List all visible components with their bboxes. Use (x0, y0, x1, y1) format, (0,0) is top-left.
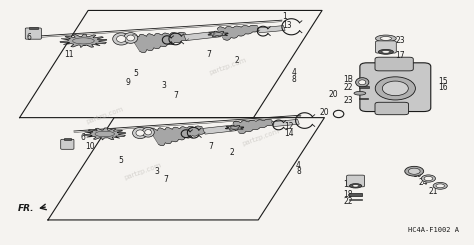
Ellipse shape (113, 33, 130, 45)
Bar (29, 27, 37, 29)
Ellipse shape (383, 81, 408, 96)
Bar (349, 198, 362, 200)
Ellipse shape (424, 176, 433, 181)
Text: 7: 7 (206, 50, 211, 59)
Text: partzp.com: partzp.com (123, 162, 162, 181)
Text: 23: 23 (395, 37, 405, 45)
Ellipse shape (405, 166, 424, 176)
Ellipse shape (375, 35, 396, 42)
Polygon shape (257, 25, 285, 33)
Text: 7: 7 (173, 91, 178, 100)
Ellipse shape (378, 49, 393, 54)
Text: 14: 14 (284, 129, 294, 138)
Text: 10: 10 (81, 39, 91, 48)
Ellipse shape (349, 184, 362, 188)
Ellipse shape (359, 80, 366, 85)
Text: 22: 22 (343, 197, 353, 206)
Bar (64, 138, 71, 140)
Polygon shape (131, 32, 189, 53)
Ellipse shape (375, 77, 415, 100)
Text: 17: 17 (343, 180, 353, 189)
Text: 11: 11 (64, 50, 74, 59)
Ellipse shape (380, 37, 392, 40)
Polygon shape (208, 31, 228, 37)
Ellipse shape (433, 183, 447, 189)
Text: 12: 12 (284, 122, 294, 131)
Text: partzp.com: partzp.com (208, 57, 247, 76)
Polygon shape (272, 119, 299, 127)
Text: HC4A-F1002 A: HC4A-F1002 A (408, 227, 459, 233)
Polygon shape (233, 119, 274, 134)
Polygon shape (225, 125, 244, 131)
Text: 8: 8 (296, 167, 301, 176)
Text: 16: 16 (438, 83, 447, 92)
Ellipse shape (136, 130, 144, 136)
Polygon shape (217, 25, 260, 40)
Text: 7: 7 (209, 142, 213, 151)
Text: partzp.com: partzp.com (85, 106, 124, 125)
Text: 17: 17 (395, 51, 405, 60)
Text: 13: 13 (282, 21, 292, 30)
Bar (359, 98, 368, 99)
Text: 18: 18 (343, 190, 353, 199)
Text: 21: 21 (428, 187, 438, 196)
Text: 23: 23 (343, 96, 353, 105)
Ellipse shape (145, 130, 152, 135)
Ellipse shape (124, 33, 138, 43)
Ellipse shape (142, 127, 155, 137)
FancyBboxPatch shape (375, 41, 396, 53)
Text: 5: 5 (119, 156, 124, 165)
FancyBboxPatch shape (375, 102, 409, 115)
Ellipse shape (127, 35, 135, 41)
Text: 1B: 1B (343, 75, 353, 84)
Text: 1: 1 (282, 12, 287, 21)
Ellipse shape (356, 78, 369, 87)
Polygon shape (184, 31, 219, 41)
Polygon shape (203, 125, 236, 134)
Ellipse shape (408, 168, 420, 174)
Ellipse shape (133, 127, 148, 139)
Bar (359, 86, 369, 88)
Text: 6: 6 (81, 133, 86, 142)
Text: 10: 10 (86, 142, 95, 151)
Text: 4: 4 (296, 161, 301, 170)
Text: 15: 15 (438, 77, 447, 86)
Ellipse shape (352, 185, 359, 187)
Ellipse shape (117, 36, 126, 42)
Polygon shape (150, 126, 205, 146)
Ellipse shape (436, 184, 445, 188)
Text: partzp.com: partzp.com (241, 128, 280, 147)
Bar (349, 193, 362, 196)
FancyBboxPatch shape (25, 28, 41, 39)
Text: 5: 5 (133, 69, 138, 78)
Text: 19: 19 (412, 170, 421, 179)
Text: 24: 24 (419, 178, 428, 187)
Text: 20: 20 (319, 108, 329, 117)
FancyBboxPatch shape (375, 57, 413, 71)
FancyBboxPatch shape (360, 63, 431, 111)
Text: 4: 4 (292, 68, 296, 77)
Text: 8: 8 (292, 75, 296, 84)
Text: 2: 2 (230, 148, 235, 158)
Text: 7: 7 (164, 175, 169, 184)
Text: FR.: FR. (18, 204, 35, 213)
Text: 22: 22 (343, 83, 353, 92)
Text: 6: 6 (27, 33, 31, 42)
Text: 20: 20 (329, 90, 338, 99)
Polygon shape (83, 128, 126, 140)
Text: 2: 2 (235, 56, 239, 65)
FancyBboxPatch shape (346, 175, 365, 187)
Text: 3: 3 (154, 167, 159, 176)
Text: 9: 9 (126, 78, 131, 87)
Text: 3: 3 (161, 81, 166, 90)
Ellipse shape (382, 50, 390, 53)
Polygon shape (60, 34, 107, 48)
FancyBboxPatch shape (61, 139, 74, 149)
Ellipse shape (421, 175, 436, 182)
Ellipse shape (354, 91, 366, 95)
